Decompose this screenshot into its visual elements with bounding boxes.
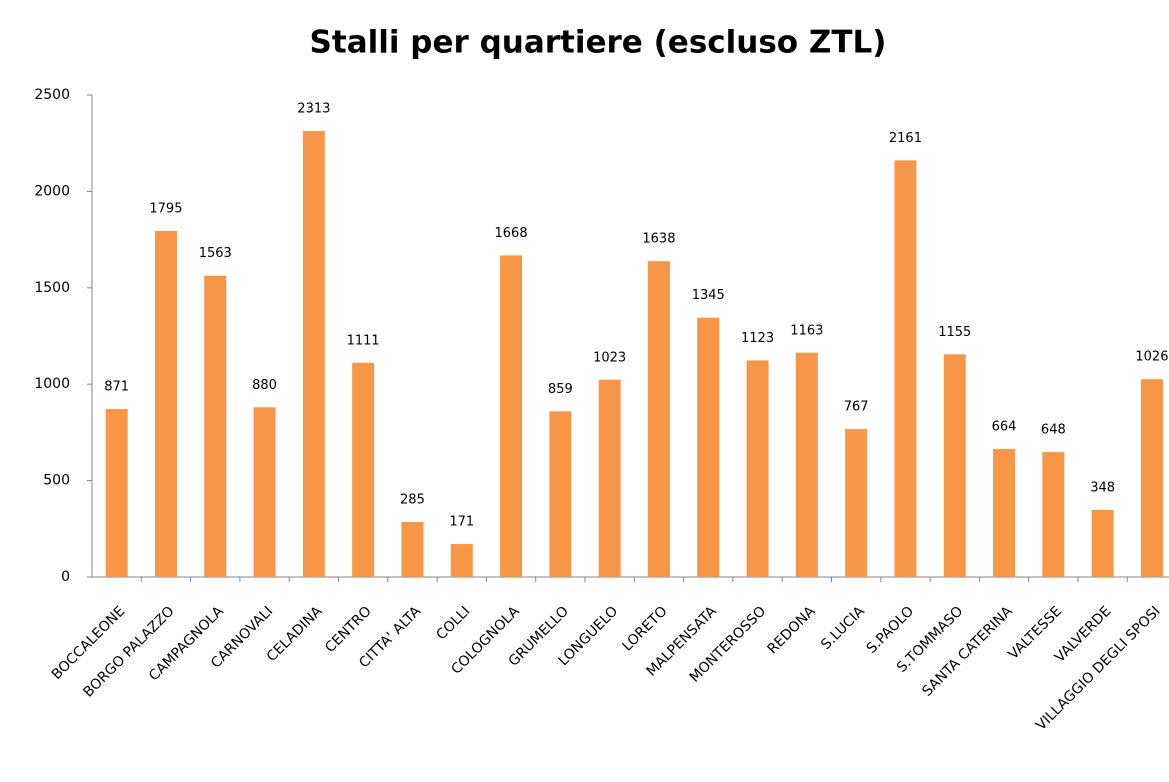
bar bbox=[302, 131, 325, 578]
value-label: 1026 bbox=[1135, 350, 1168, 365]
value-label: 1155 bbox=[938, 325, 971, 340]
value-label: 1668 bbox=[495, 226, 528, 241]
value-label: 1563 bbox=[199, 246, 232, 261]
y-tick-label: 2500 bbox=[34, 87, 70, 103]
value-label: 2161 bbox=[889, 131, 922, 146]
bar bbox=[450, 544, 473, 577]
value-label: 859 bbox=[548, 382, 573, 397]
bar bbox=[105, 409, 128, 577]
y-tick-label: 2000 bbox=[34, 183, 70, 199]
value-label: 1123 bbox=[741, 331, 774, 346]
y-tick-label: 1500 bbox=[34, 280, 70, 296]
y-tick-label: 500 bbox=[43, 473, 70, 489]
x-tick-label: S.LUCIA bbox=[818, 603, 868, 653]
bar bbox=[1091, 509, 1114, 577]
value-label: 664 bbox=[992, 419, 1017, 434]
chart-title: Stalli per quartiere (escluso ZTL) bbox=[310, 25, 887, 61]
value-label: 1163 bbox=[790, 323, 823, 338]
x-tick-label: BORGO PALAZZO bbox=[80, 603, 177, 700]
value-label: 648 bbox=[1041, 423, 1066, 438]
value-label: 348 bbox=[1090, 480, 1115, 495]
y-tick-label: 1000 bbox=[34, 376, 70, 392]
value-label: 1795 bbox=[149, 201, 182, 216]
bar bbox=[746, 360, 769, 577]
bar bbox=[697, 317, 720, 577]
x-tick-label: SANTA CATERINA bbox=[919, 603, 1016, 700]
value-label: 1023 bbox=[593, 350, 626, 365]
bar bbox=[352, 362, 375, 577]
value-label: 871 bbox=[104, 380, 129, 395]
value-label: 880 bbox=[252, 378, 277, 393]
bar bbox=[894, 160, 917, 578]
y-tick-label: 0 bbox=[61, 569, 70, 585]
value-label: 767 bbox=[844, 400, 869, 415]
value-label: 1638 bbox=[642, 232, 675, 247]
x-tick-label: LORETO bbox=[619, 603, 670, 654]
bar bbox=[549, 411, 572, 577]
bar bbox=[401, 522, 424, 577]
x-tick-label: REDONA bbox=[764, 603, 818, 657]
bar bbox=[1140, 379, 1163, 577]
value-label: 1111 bbox=[347, 333, 380, 348]
bar bbox=[598, 379, 621, 577]
bar bbox=[500, 255, 523, 577]
bar bbox=[845, 429, 868, 577]
value-label: 171 bbox=[449, 515, 474, 530]
bar bbox=[795, 352, 818, 577]
value-label: 285 bbox=[400, 493, 425, 508]
x-tick-label: COLLI bbox=[433, 603, 473, 643]
value-label: 1345 bbox=[692, 288, 725, 303]
bar bbox=[943, 354, 966, 577]
bar bbox=[154, 230, 177, 577]
bar bbox=[647, 261, 670, 577]
bar bbox=[993, 448, 1016, 577]
bar bbox=[1042, 452, 1065, 577]
value-label: 2313 bbox=[297, 102, 330, 117]
bar bbox=[204, 275, 227, 577]
bar bbox=[253, 407, 276, 577]
